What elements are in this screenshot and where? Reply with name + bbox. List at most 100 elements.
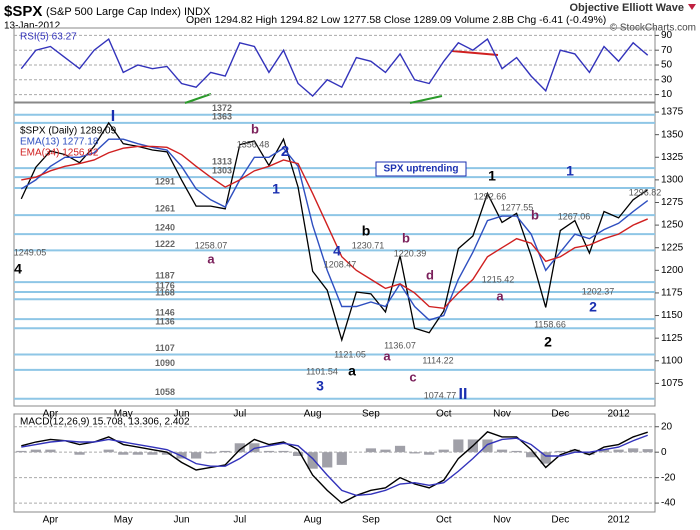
annotation: 1292.66	[474, 191, 507, 201]
annotation: 1208.47	[324, 259, 357, 269]
annotation: 1	[566, 163, 574, 179]
y-tick-label: 1075	[661, 378, 684, 389]
price-frame	[13, 102, 656, 407]
histogram-bar	[365, 448, 377, 453]
legend-entry: EMA(34) 1256.82	[20, 148, 99, 159]
y-tick-label: 30	[661, 74, 673, 85]
x-tick-label: Jul	[233, 409, 246, 420]
macd-frame	[13, 413, 656, 513]
histogram-bar	[584, 452, 595, 455]
quote: Open 1294.82 High 1294.82 Low 1277.58 Cl…	[186, 14, 606, 26]
histogram-bar	[132, 452, 143, 455]
annotation: 1249.05	[14, 247, 47, 257]
x-tick-label: Oct	[436, 409, 452, 420]
x-tick-label: Oct	[436, 515, 452, 526]
annotation: c	[409, 369, 416, 384]
y-tick-label: 1175	[661, 288, 683, 299]
histogram-bar	[555, 450, 566, 453]
x-tick-label: May	[114, 515, 133, 526]
annotation: 1356.48	[237, 139, 270, 149]
histogram-bar	[598, 449, 610, 453]
histogram-bar	[438, 449, 449, 453]
brand: Objective Elliott Wave	[569, 2, 684, 14]
series-line	[20, 138, 649, 321]
histogram-bar	[205, 452, 216, 454]
level-label: 1313	[212, 156, 232, 166]
histogram-bar	[161, 452, 173, 455]
trend-line	[409, 95, 443, 104]
level-label: 1372	[212, 103, 232, 113]
annotation: 1114.22	[422, 355, 453, 365]
annotation: 1230.71	[352, 240, 385, 250]
y-tick-label: 50	[661, 60, 673, 71]
histogram-bar	[16, 450, 27, 453]
annotation: 2	[589, 299, 597, 315]
annotation: b	[531, 207, 539, 222]
level-label: 1240	[155, 223, 175, 233]
histogram-bar	[409, 452, 420, 454]
annotation: b	[251, 121, 259, 136]
y-tick-label: 0	[661, 447, 667, 458]
legend-entry: EMA(13) 1277.18	[20, 137, 99, 148]
histogram-bar	[380, 449, 391, 453]
index-name: (S&P 500 Large Cap Index) INDX	[46, 6, 211, 18]
annotation: 1202.37	[582, 286, 615, 296]
annotation: 1215.42	[482, 274, 515, 284]
histogram-bar	[526, 452, 537, 458]
status-text: SPX uptrending	[384, 164, 459, 175]
histogram-bar	[118, 452, 129, 455]
level-label: 1176	[155, 280, 175, 290]
series-line	[20, 38, 649, 98]
x-tick-label: 2012	[607, 409, 630, 420]
x-tick-label: Dec	[551, 409, 569, 420]
annotation: 1258.07	[195, 240, 228, 250]
histogram-bar	[482, 439, 493, 453]
histogram-bar	[613, 449, 624, 453]
series-line	[20, 121, 649, 343]
y-tick-label: 1300	[661, 175, 684, 186]
histogram-bar	[292, 452, 304, 456]
annotation: 1	[272, 181, 280, 197]
histogram-bar	[191, 452, 202, 459]
annotation: b	[362, 223, 371, 239]
annotation: 1220.39	[394, 248, 427, 258]
y-tick-label: 1100	[661, 355, 683, 366]
annotation: 4	[14, 261, 22, 277]
annotation: 1267.06	[558, 211, 591, 221]
histogram-bar	[220, 450, 231, 453]
annotation: 1296.82	[629, 187, 662, 197]
x-tick-label: Apr	[43, 409, 59, 420]
series-line	[21, 434, 648, 497]
symbol: $SPX	[4, 3, 42, 20]
histogram-bar	[511, 450, 522, 453]
x-tick-label: 2012	[607, 515, 630, 526]
x-tick-label: Nov	[493, 515, 511, 526]
x-tick-label: Aug	[304, 515, 322, 526]
annotation: 3	[316, 378, 324, 394]
y-tick-label: 1350	[661, 129, 684, 140]
annotation: I	[111, 108, 115, 125]
y-tick-label: 10	[661, 89, 673, 100]
histogram-bar	[496, 449, 508, 453]
y-tick-label: 20	[661, 421, 673, 432]
x-tick-label: May	[114, 409, 133, 420]
level-label: 1107	[155, 343, 175, 353]
annotation: 1	[488, 168, 496, 184]
y-tick-label: 1150	[661, 310, 683, 321]
annotation: II	[459, 386, 468, 403]
x-tick-label: Jun	[173, 515, 189, 526]
status-box	[375, 161, 467, 177]
level-label: 1261	[155, 204, 175, 214]
histogram-bar	[103, 449, 114, 453]
histogram-bar	[453, 439, 464, 453]
y-tick-label: 90	[661, 30, 673, 41]
annotation: 4	[333, 243, 341, 259]
x-tick-label: Dec	[551, 515, 569, 526]
annotation: d	[426, 267, 434, 282]
x-tick-label: Apr	[43, 515, 59, 526]
level-label: 1303	[212, 166, 232, 176]
histogram-bar	[74, 452, 85, 455]
y-tick-label: 1325	[661, 152, 684, 163]
annotation: a	[496, 288, 504, 303]
